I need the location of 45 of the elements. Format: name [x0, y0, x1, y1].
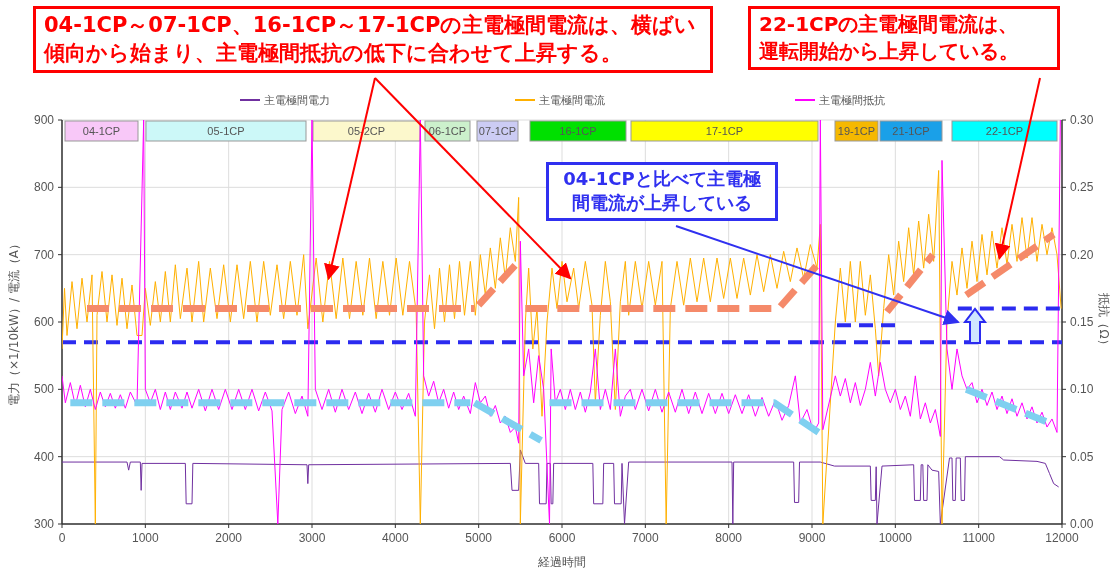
- y-tick-label: 400: [33, 449, 55, 464]
- y2-tick-label: 0.00: [1070, 517, 1094, 531]
- y-tick-label: 900: [33, 113, 55, 127]
- annotation: 04-1CPと比べて主電極間電流が上昇している: [546, 162, 778, 221]
- y-tick-label: 700: [33, 247, 55, 262]
- x-tick-label: 12000: [1045, 531, 1080, 545]
- y-tick-label: 600: [33, 315, 55, 329]
- band-label: 16-1CP: [559, 125, 597, 137]
- legend-label: 主電極間電流: [539, 94, 605, 107]
- x-tick-label: 4000: [381, 531, 409, 545]
- x-tick-label: 2000: [215, 531, 243, 545]
- x-tick-label: 7000: [631, 531, 659, 545]
- legend-label: 主電極間電力: [264, 94, 330, 107]
- y2-tick-label: 0.30: [1070, 113, 1094, 127]
- band-label: 04-1CP: [82, 125, 121, 137]
- band-label: 22-1CP: [985, 125, 1024, 137]
- band-label: 19-1CP: [837, 125, 876, 137]
- x-tick-label: 10000: [878, 531, 913, 545]
- annotation: 22-1CPの主電極間電流は、運転開始から上昇している。: [748, 6, 1060, 70]
- band-label: 05-1CP: [207, 125, 245, 137]
- x-axis-title: 経過時間: [537, 555, 586, 569]
- legend-label: 主電極間抵抗: [819, 94, 885, 107]
- band-label: 06-1CP: [428, 125, 467, 137]
- annotation: 04-1CP～07-1CP、16-1CP～17-1CPの主電極間電流は、横ばい傾向から始まり、主電極間抵抗の低下に合わせて上昇する。: [33, 6, 713, 73]
- band-label: 21-1CP: [892, 125, 930, 137]
- band-label: 17-1CP: [705, 125, 744, 137]
- y2-tick-label: 0.10: [1070, 382, 1094, 397]
- x-tick-label: 3000: [298, 531, 326, 545]
- y-tick-label: 800: [33, 180, 55, 195]
- x-tick-label: 5000: [465, 531, 493, 545]
- y-tick-label: 300: [33, 517, 55, 531]
- band-label: 07-1CP: [478, 125, 517, 137]
- x-tick-label: 11000: [962, 531, 996, 545]
- y2-axis-title: 抵抗（Ω）: [1097, 292, 1111, 351]
- x-tick-label: 9000: [798, 531, 826, 545]
- y2-tick-label: 0.20: [1070, 247, 1094, 262]
- x-tick-label: 8000: [715, 531, 743, 545]
- y-axis-title: 電力（×1/10kW）/ 電流（A）: [7, 238, 21, 406]
- y2-tick-label: 0.25: [1070, 180, 1094, 195]
- y-tick-label: 500: [33, 382, 55, 397]
- y2-tick-label: 0.05: [1070, 449, 1094, 464]
- x-tick-label: 1000: [131, 531, 159, 545]
- y2-tick-label: 0.15: [1070, 315, 1094, 329]
- x-tick-label: 6000: [548, 531, 576, 545]
- x-tick-label: 0: [58, 531, 66, 545]
